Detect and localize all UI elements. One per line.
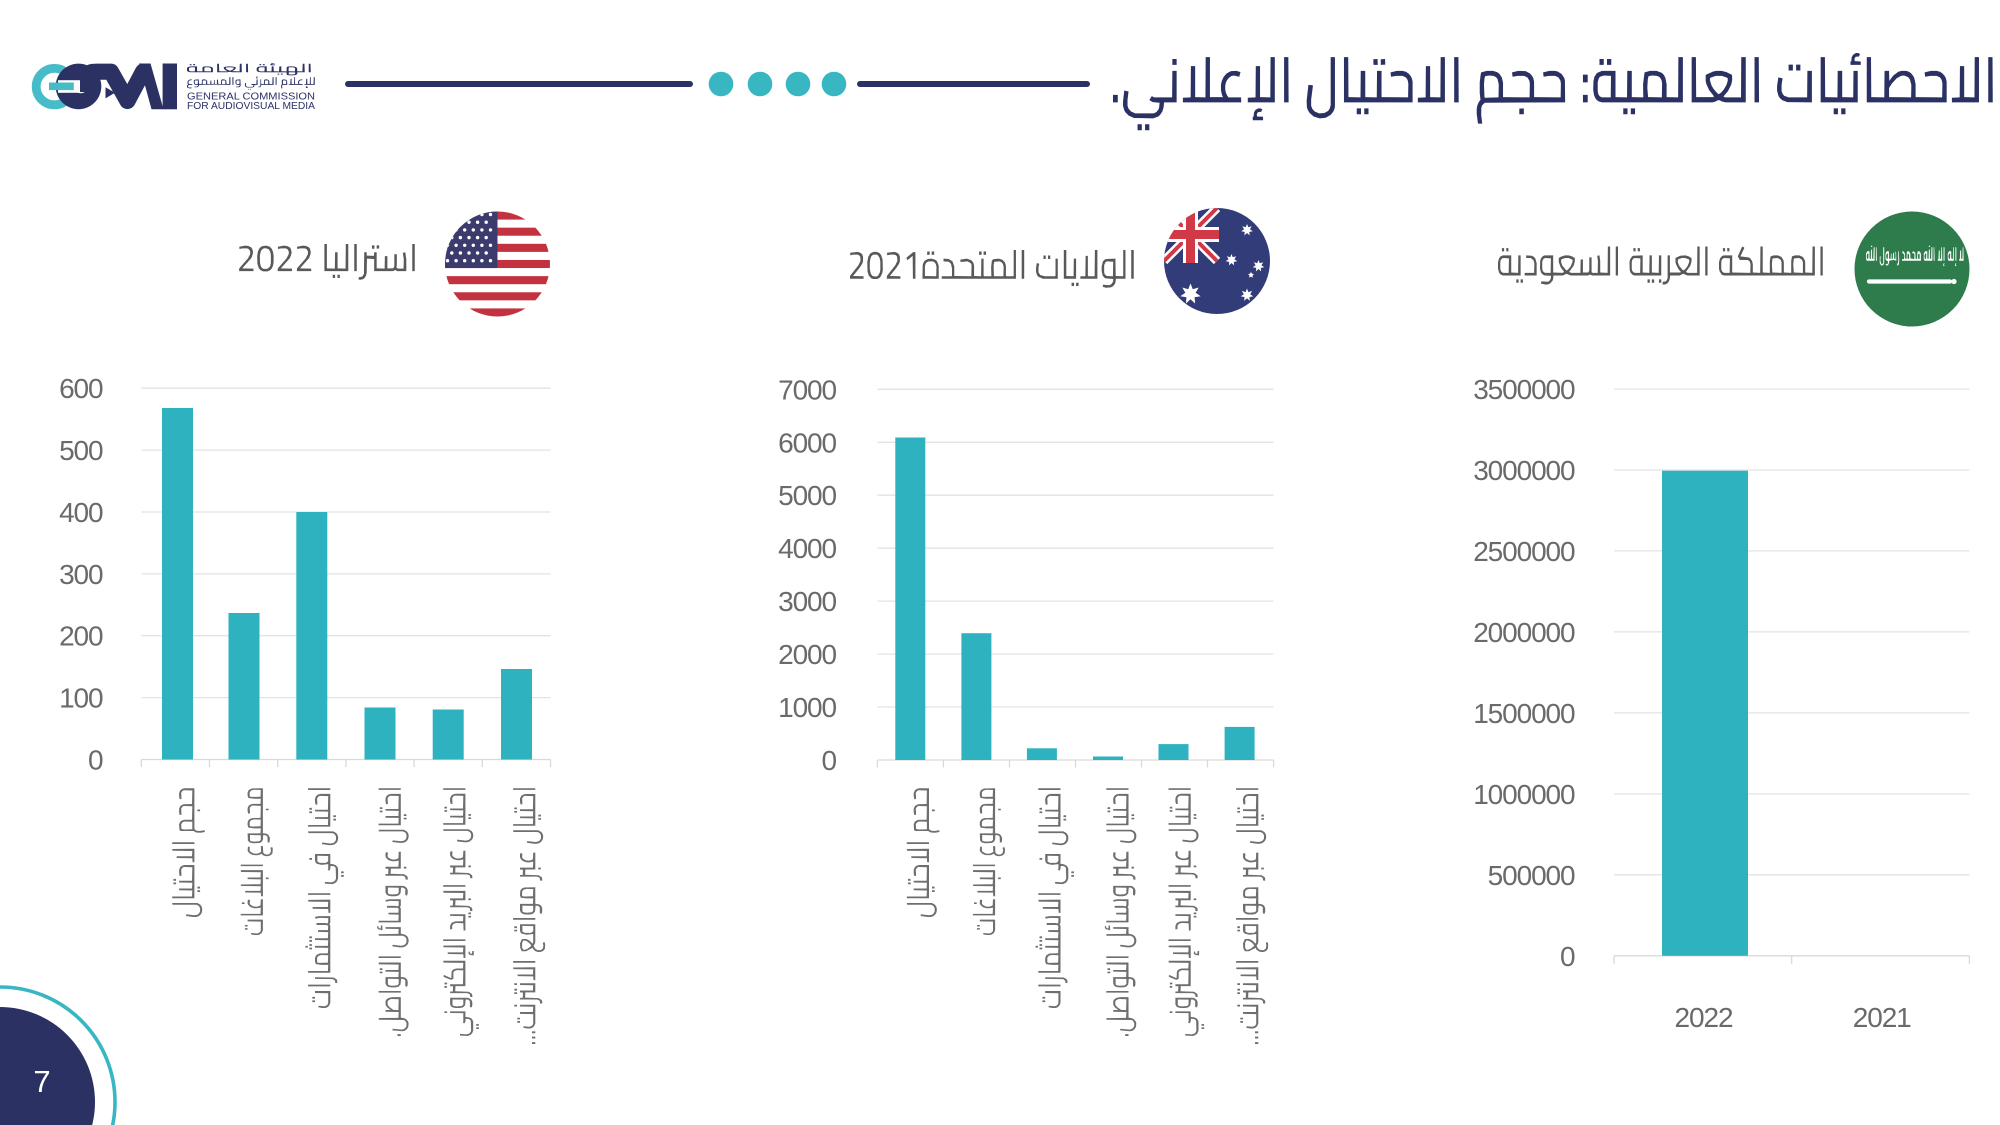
svg-text:FOR AUDIOVISUAL MEDIA: FOR AUDIOVISUAL MEDIA — [187, 101, 315, 112]
svg-text:3500000: 3500000 — [1473, 374, 1575, 405]
svg-text:2500000: 2500000 — [1473, 536, 1575, 567]
svg-text:300: 300 — [59, 559, 103, 590]
svg-text:1000: 1000 — [778, 692, 836, 723]
svg-text:2021: 2021 — [1853, 1002, 1911, 1033]
svg-text:0: 0 — [88, 745, 103, 776]
svg-text:1000000: 1000000 — [1473, 779, 1575, 810]
svg-text:7: 7 — [33, 1064, 50, 1099]
svg-text:2000000: 2000000 — [1473, 617, 1575, 648]
svg-text:600: 600 — [59, 373, 103, 404]
svg-text:2022: 2022 — [1675, 1002, 1733, 1033]
svg-text:500000: 500000 — [1488, 860, 1575, 891]
svg-text:400: 400 — [59, 497, 103, 528]
svg-text:200: 200 — [59, 621, 103, 652]
svg-text:0: 0 — [822, 745, 837, 776]
svg-text:2000: 2000 — [778, 639, 836, 670]
svg-text:1500000: 1500000 — [1473, 698, 1575, 729]
svg-text:GENERAL COMMISSION: GENERAL COMMISSION — [187, 92, 315, 103]
svg-text:3000000: 3000000 — [1473, 455, 1575, 486]
svg-text:7000: 7000 — [778, 374, 836, 405]
svg-text:5000: 5000 — [778, 480, 836, 511]
svg-text:3000: 3000 — [778, 586, 836, 617]
svg-text:500: 500 — [59, 435, 103, 466]
svg-text:6000: 6000 — [778, 427, 836, 458]
svg-text:0: 0 — [1560, 941, 1575, 972]
svg-text:4000: 4000 — [778, 533, 836, 564]
svg-text:100: 100 — [59, 683, 103, 714]
